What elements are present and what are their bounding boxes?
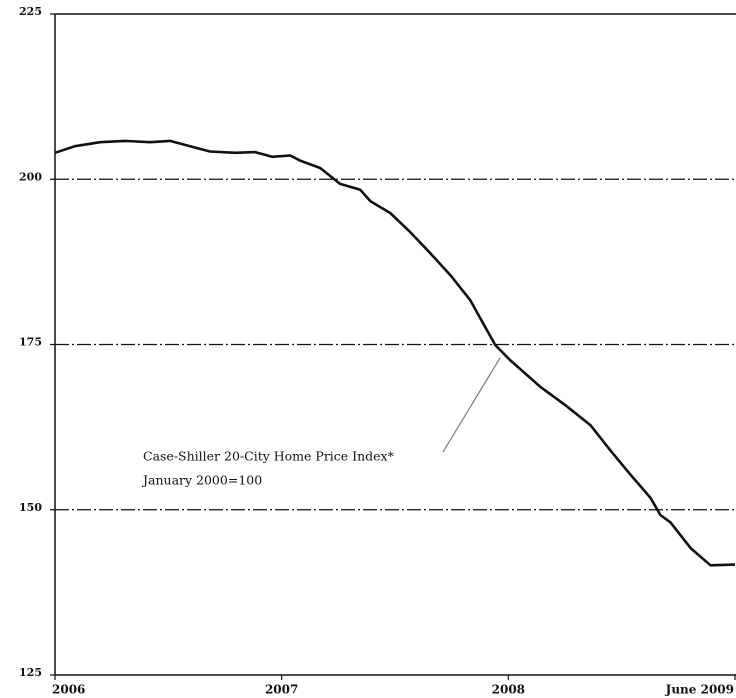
data-line (54, 139, 736, 567)
annotation-line: Case-Shiller 20-City Home Price Index* (143, 449, 395, 464)
x-tick-label: June 2009 (665, 683, 734, 697)
y-tick-label: 175 (19, 336, 42, 349)
y-tick-label: 200 (19, 170, 42, 183)
y-tick-label: 150 (19, 501, 42, 514)
annotation-leader (442, 357, 501, 453)
x-tick-label: 2007 (265, 683, 298, 697)
y-tick-label: 125 (19, 666, 42, 679)
x-tick-label: 2008 (492, 683, 525, 697)
x-tick-label: 2006 (52, 683, 85, 697)
y-tick-label: 225 (19, 5, 42, 18)
annotation-line: January 2000=100 (141, 473, 262, 488)
